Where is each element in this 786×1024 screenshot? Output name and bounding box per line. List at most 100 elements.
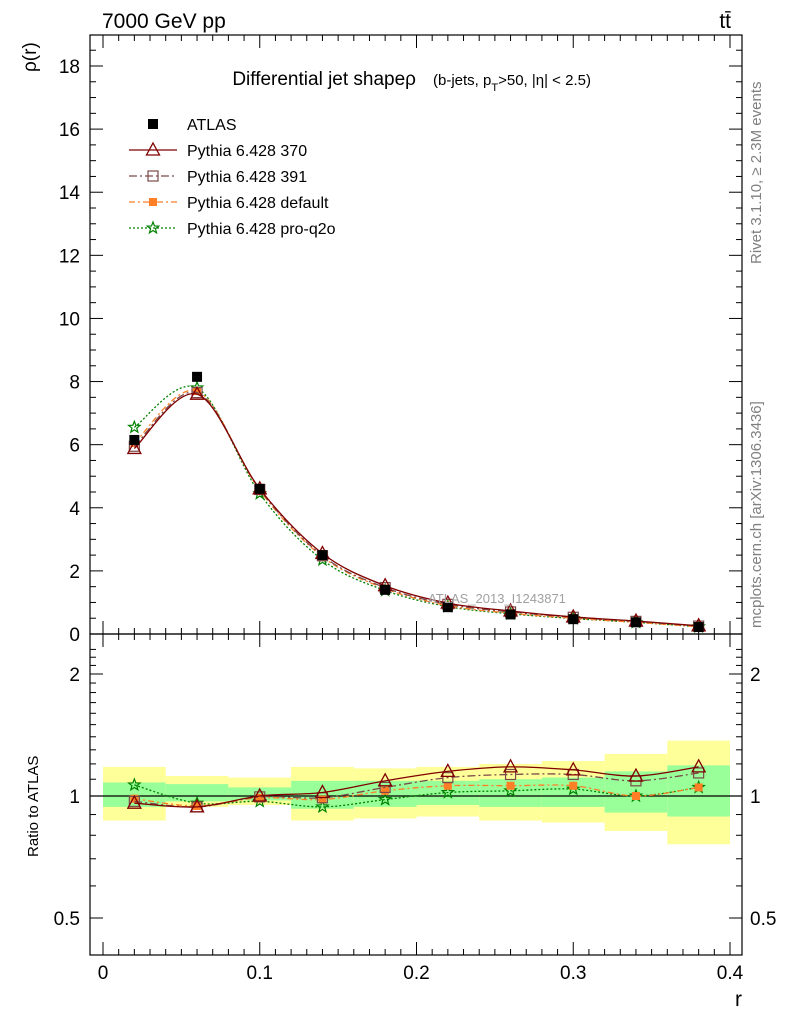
rivet-label: Rivet 3.1.10, ≥ 2.3M events bbox=[748, 82, 765, 265]
ratio-point bbox=[318, 795, 327, 804]
subtitle-part-2: >50, |η| < 2.5) bbox=[498, 72, 591, 89]
y-tick-label: 0 bbox=[69, 625, 80, 646]
subtitle-subscript: T bbox=[491, 82, 498, 94]
series-line-4 bbox=[133, 385, 699, 628]
subtitle-part-1: (b-jets, p bbox=[433, 72, 491, 89]
y-tick-label: 6 bbox=[69, 436, 80, 457]
ratio-point bbox=[565, 781, 581, 796]
data-point bbox=[189, 385, 205, 400]
ratio-point bbox=[504, 768, 517, 781]
data-point bbox=[505, 609, 516, 620]
ratio-point bbox=[694, 783, 703, 792]
series-line-2 bbox=[133, 391, 699, 627]
x-tick-label: 0.3 bbox=[560, 963, 586, 984]
uncertainty-band-inner bbox=[165, 784, 229, 802]
ratio-point bbox=[440, 763, 456, 778]
data-point bbox=[693, 622, 704, 633]
ratio-point bbox=[255, 793, 264, 802]
legend-marker bbox=[148, 119, 158, 129]
ratio-point bbox=[628, 767, 644, 782]
legend-marker bbox=[149, 198, 157, 206]
analysis-watermark: ATLAS_2013_I1243871 bbox=[428, 591, 566, 606]
y-tick-label: 8 bbox=[69, 373, 80, 394]
legend-marker bbox=[145, 141, 161, 156]
main-y-axis-label: ρ(r) bbox=[20, 42, 41, 72]
data-point bbox=[193, 387, 202, 396]
x-tick-label: 0.1 bbox=[247, 963, 273, 984]
ratio-point bbox=[315, 799, 330, 814]
data-point bbox=[630, 617, 641, 628]
ratio-y-tick-label: 2 bbox=[69, 665, 80, 686]
ratio-point bbox=[126, 794, 142, 809]
y-tick-label: 14 bbox=[59, 183, 81, 204]
data-point bbox=[380, 584, 391, 595]
x-axis-label: r bbox=[735, 988, 742, 1011]
legend-label: Pythia 6.428 default bbox=[187, 195, 329, 212]
ratio-point bbox=[443, 781, 452, 790]
ratio-point bbox=[377, 772, 393, 787]
ratio-y-tick-label: 0.5 bbox=[54, 909, 80, 930]
ratio-point bbox=[631, 792, 640, 800]
ratio-point bbox=[569, 781, 578, 790]
legend-label: Pythia 6.428 370 bbox=[187, 143, 307, 160]
ratio-point bbox=[130, 794, 139, 803]
mcplots-label: mcplots.cern.ch [arXiv:1306.3436] bbox=[748, 401, 765, 628]
ratio-point bbox=[314, 784, 331, 799]
y-tick-label: 18 bbox=[59, 57, 80, 78]
ratio-line-3 bbox=[134, 784, 699, 808]
ratio-point bbox=[381, 786, 390, 795]
header-right: tt̄ bbox=[719, 10, 731, 33]
data-point bbox=[442, 602, 453, 613]
legend-marker bbox=[147, 170, 159, 182]
ratio-point bbox=[693, 767, 705, 779]
data-point bbox=[254, 483, 265, 494]
ratio-point bbox=[506, 781, 515, 790]
data-point bbox=[126, 440, 142, 455]
ratio-point bbox=[193, 801, 202, 810]
y-tick-label: 16 bbox=[59, 120, 80, 141]
legend-label: Pythia 6.428 pro-q2o bbox=[187, 221, 336, 238]
header-left: 7000 GeV pp bbox=[102, 10, 226, 33]
ratio-plot-panel: 0 0.1 0.2 0.3 0.4 0.5 0.5 1 1 2 2 bbox=[54, 633, 776, 984]
ratio-point bbox=[189, 798, 205, 813]
ratio-y-tick-label-right: 2 bbox=[750, 665, 761, 686]
legend-label: Pythia 6.428 391 bbox=[187, 169, 307, 186]
data-point bbox=[127, 419, 142, 434]
ratio-point bbox=[252, 793, 268, 808]
ratio-point bbox=[440, 784, 456, 799]
ratio-line-0 bbox=[134, 766, 699, 808]
main-plot-panel: 0 2 4 6 8 10 12 14 16 18 bbox=[59, 34, 743, 646]
y-tick-label: 10 bbox=[59, 309, 80, 330]
plot-subtitle: (b-jets, pT>50, |η| < 2.5) bbox=[433, 72, 591, 94]
ratio-point bbox=[691, 758, 707, 773]
ratio-point bbox=[377, 791, 393, 806]
ratio-point bbox=[442, 772, 454, 784]
legend-label: ATLAS bbox=[187, 117, 237, 134]
x-tick-label: 0.4 bbox=[717, 963, 744, 984]
ratio-point bbox=[565, 761, 581, 776]
plot-title: Differential jet shapeρ bbox=[232, 69, 416, 90]
legend-marker bbox=[145, 220, 161, 235]
y-tick-label: 2 bbox=[69, 562, 80, 583]
x-tick-label: 0 bbox=[98, 963, 109, 984]
series-line-3 bbox=[133, 389, 699, 628]
data-point bbox=[568, 614, 579, 625]
ratio-point bbox=[379, 781, 391, 794]
ratio-point bbox=[252, 787, 268, 802]
legend: ATLAS Pythia 6.428 370 Pythia 6.428 391 Pyt… bbox=[129, 117, 336, 238]
ratio-point bbox=[502, 758, 519, 773]
ratio-point bbox=[503, 783, 518, 798]
data-point bbox=[192, 371, 203, 382]
ratio-y-axis-label: Ratio to ATLAS bbox=[25, 756, 42, 857]
x-tick-label: 0.2 bbox=[403, 963, 429, 984]
y-tick-label: 4 bbox=[69, 499, 80, 520]
ratio-y-tick-label: 1 bbox=[69, 787, 80, 808]
series-line-1 bbox=[133, 393, 699, 627]
y-tick-label: 12 bbox=[59, 246, 80, 267]
ratio-y-tick-label-right: 1 bbox=[750, 787, 761, 808]
data-point bbox=[129, 434, 140, 445]
ratio-point bbox=[127, 777, 142, 792]
data-point bbox=[317, 550, 328, 561]
ratio-y-tick-label-right: 0.5 bbox=[750, 909, 776, 930]
